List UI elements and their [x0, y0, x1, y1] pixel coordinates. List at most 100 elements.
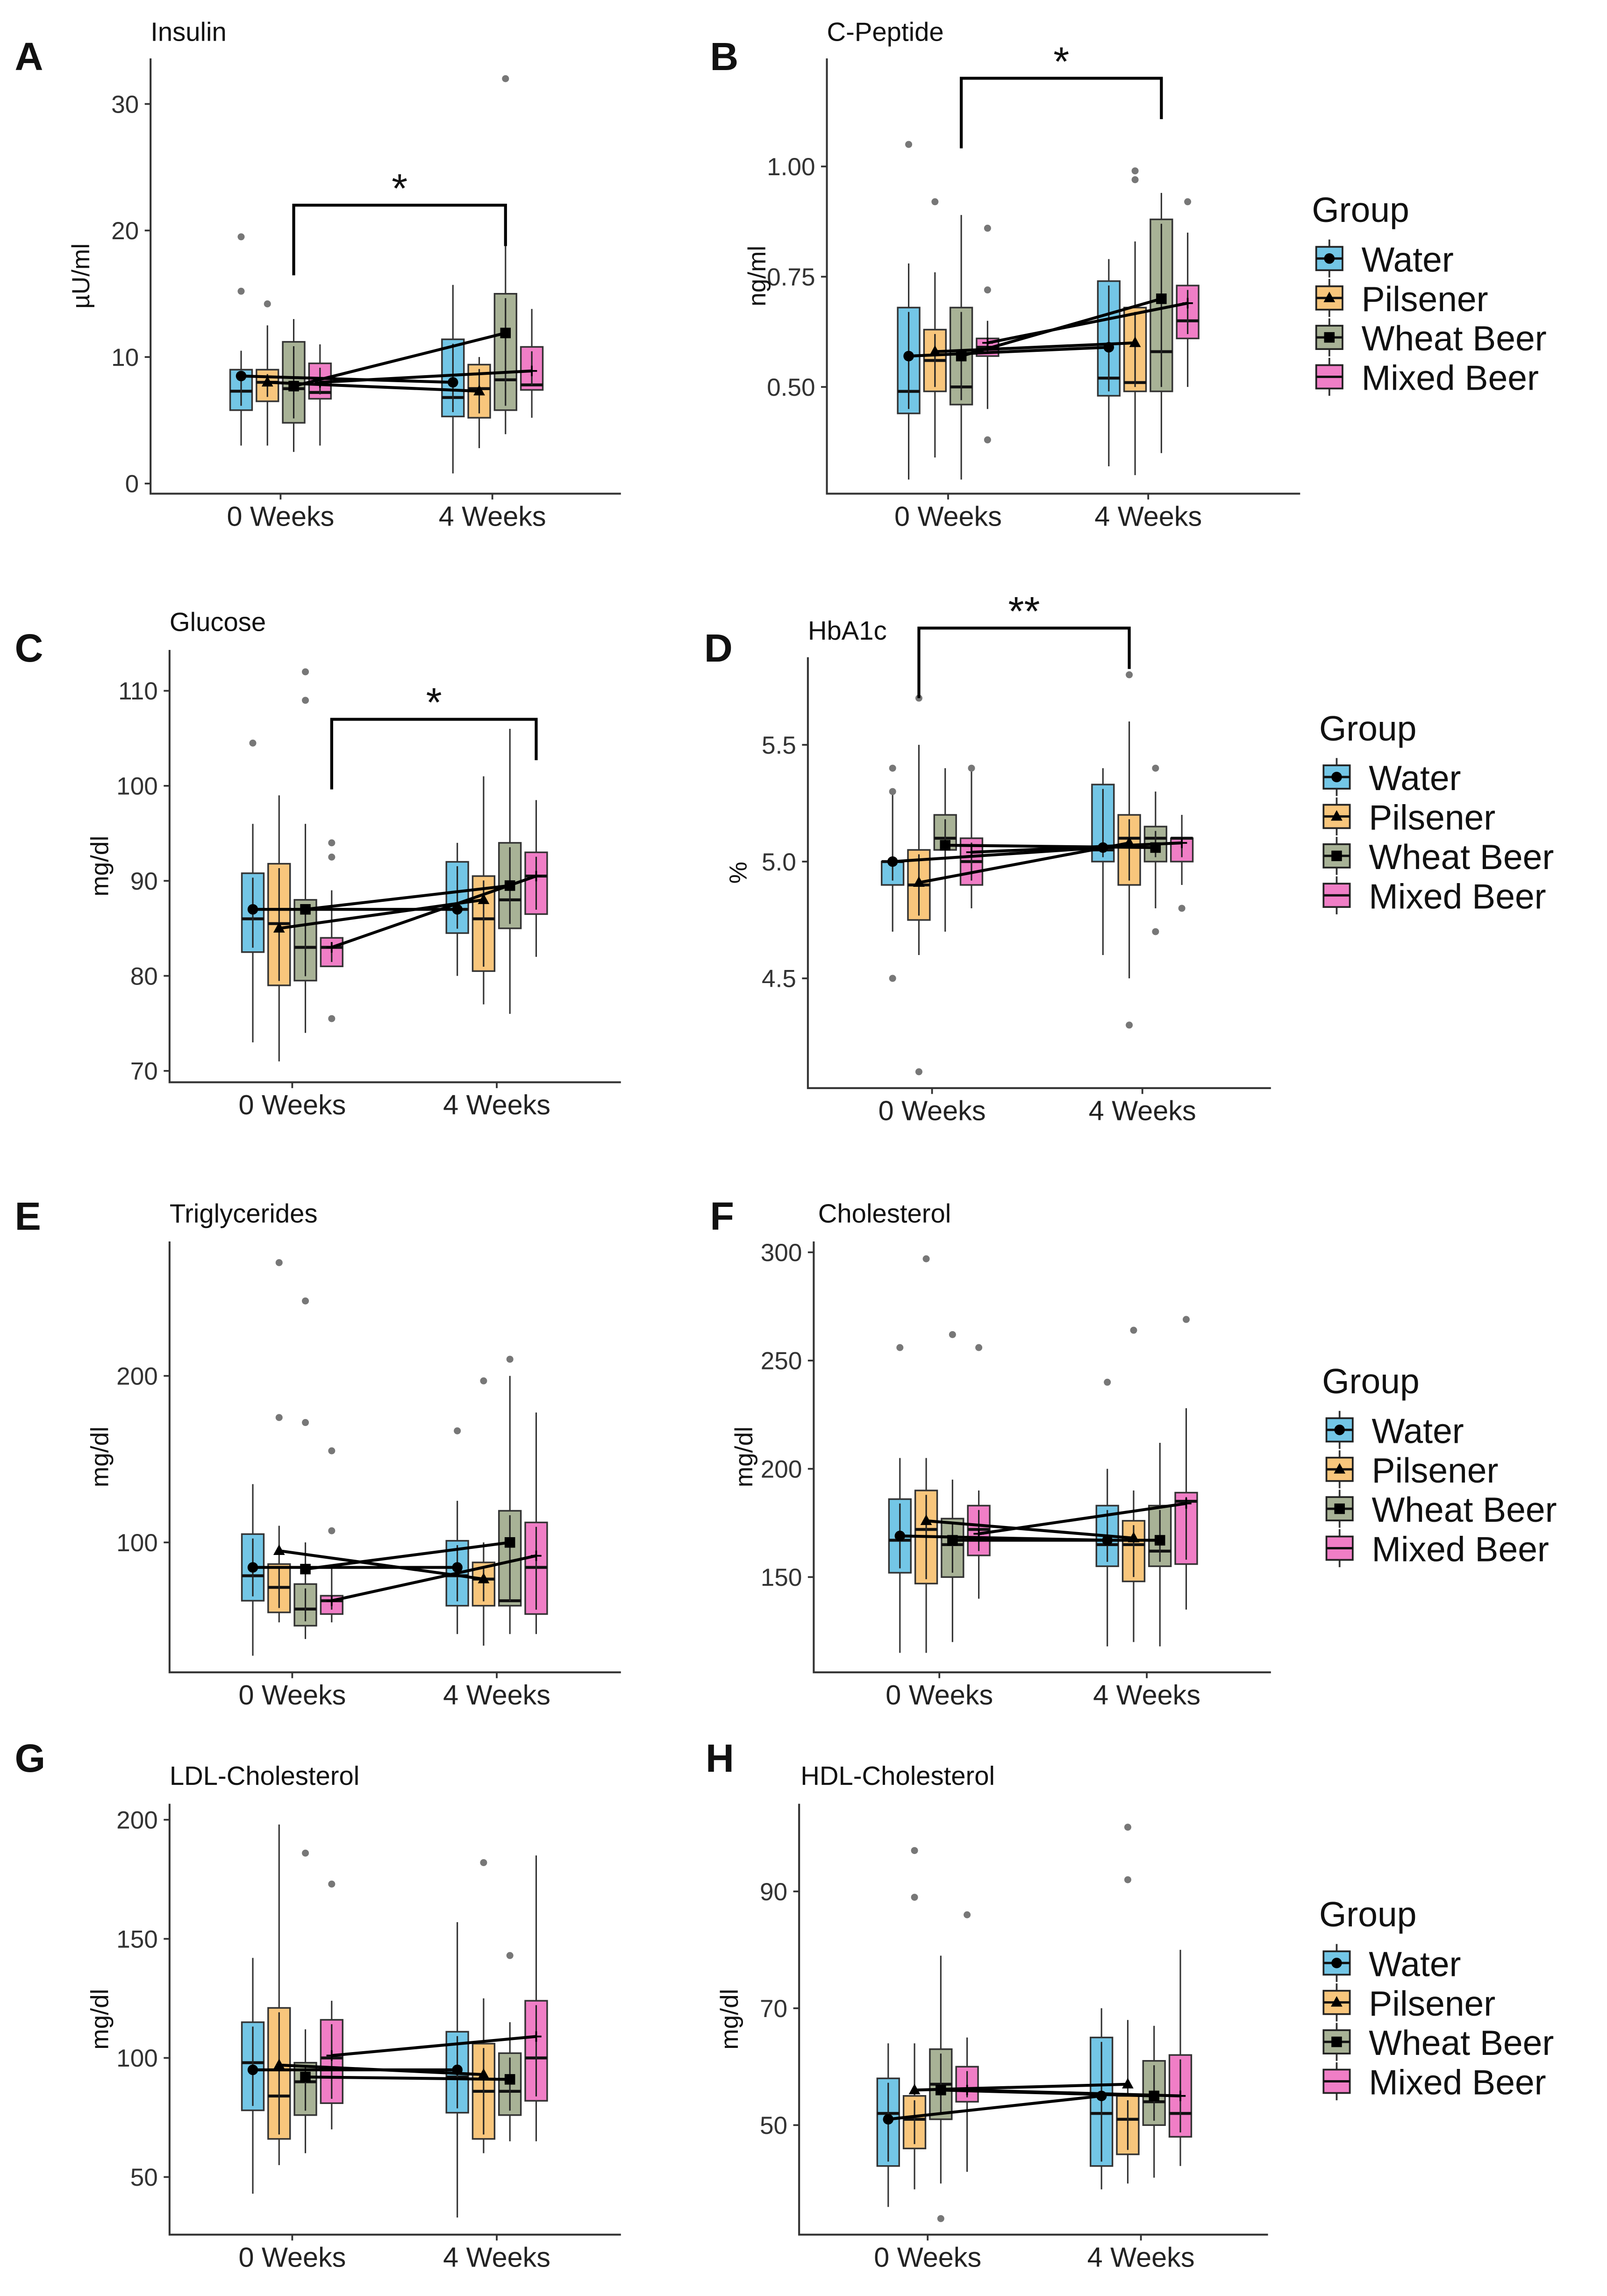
outlier-point [275, 1414, 283, 1421]
mean-marker [894, 1531, 906, 1541]
panel-title: C-Peptide [827, 17, 944, 47]
mean-marker [300, 904, 311, 915]
mean-line-wheat-beer [293, 331, 506, 388]
y-axis-label: µU/ml [67, 243, 95, 309]
y-tick-label: 80 [130, 963, 158, 990]
panel-title: HDL-Cholesterol [800, 1761, 995, 1790]
panel-letter: B [710, 35, 738, 78]
mean-marker [247, 2064, 258, 2075]
y-tick-label: 70 [130, 1058, 158, 1085]
box-mixed-beer-0 [308, 344, 332, 446]
box-water-0 [241, 1958, 265, 2194]
outlier-point [1152, 764, 1159, 772]
legend-marker-icon [1331, 850, 1342, 862]
legend-label: Wheat Beer [1362, 319, 1547, 358]
legend-item: Pilsener [1322, 797, 1495, 837]
y-axis-label: mg/dl [86, 1989, 114, 2050]
panel-letter: F [710, 1194, 734, 1238]
legend-item: Wheat Beer [1322, 837, 1554, 877]
significance-bracket [959, 77, 1163, 149]
box-water-1 [445, 842, 469, 976]
y-tick-label: 1.00 [767, 153, 815, 181]
mean-line-water [892, 846, 1103, 863]
outlier-point [1182, 1316, 1190, 1323]
outlier-point [905, 141, 913, 148]
mean-marker [300, 2071, 311, 2082]
box-wheat-beer-1 [1150, 193, 1173, 453]
box-water-1 [1097, 259, 1121, 467]
mean-marker [261, 376, 273, 387]
y-tick-label: 5.5 [762, 732, 796, 759]
box-wheat-beer-1 [1142, 2025, 1166, 2178]
box-pilsener-0 [914, 1255, 938, 1653]
panel-a: A Insulin 0 10 20 30 µU/ml 0 Weeks 4 Weeks * [14, 17, 621, 532]
legend-title: Group [1322, 1362, 1420, 1401]
box-water-0 [888, 1344, 912, 1653]
mean-marker [448, 377, 458, 388]
outlier-point [237, 233, 245, 241]
box-mixed-beer-0 [320, 1880, 343, 2130]
x-tick-label: 4 Weeks [443, 1679, 550, 1711]
box-wheat-beer-1 [498, 1952, 522, 2141]
outlier-point [480, 1859, 487, 1866]
x-tick-label: 0 Weeks [874, 2241, 981, 2273]
legend-item: Water [1325, 1411, 1464, 1450]
outlier-point [1104, 1378, 1111, 1386]
box-mixed-beer-0 [320, 839, 343, 1022]
box-pilsener-0 [902, 1847, 927, 2189]
significance-bracket [917, 627, 1131, 699]
outlier-point [1131, 167, 1139, 175]
legend-item: Wheat Beer [1322, 2023, 1554, 2062]
box-mixed-beer-0 [959, 764, 984, 908]
mean-line-water [241, 374, 453, 384]
outlier-point [1131, 176, 1139, 184]
outlier-point [328, 853, 336, 861]
legend-item: Water [1322, 1944, 1461, 1983]
legend-label: Pilsener [1369, 1984, 1495, 2023]
mean-marker [473, 385, 485, 396]
box-wheat-beer-0 [293, 668, 317, 1033]
x-tick-label: 4 Weeks [443, 1089, 550, 1120]
outlier-point [1178, 905, 1186, 912]
legend-item: Mixed Beer [1322, 876, 1546, 916]
outlier-point [949, 1331, 956, 1338]
box-water-0 [881, 764, 905, 982]
mean-marker [929, 345, 941, 356]
legend-marker-icon [1331, 1996, 1343, 2007]
outlier-point [975, 1344, 983, 1351]
legend-marker-icon [1334, 1463, 1346, 1474]
box-mixed-beer-0 [955, 1911, 979, 2172]
mean-marker [913, 876, 925, 887]
box-pilsener-0 [267, 1259, 291, 1623]
box-wheat-beer-1 [498, 1355, 522, 1634]
y-axis-label: mg/dl [716, 1989, 743, 2050]
legend-label: Wheat Beer [1369, 837, 1554, 877]
y-tick-label: 300 [761, 1239, 802, 1267]
mean-marker [1176, 837, 1187, 849]
legend-item: Mixed Beer [1315, 357, 1539, 398]
outlier-point [502, 75, 509, 82]
y-tick-label: 100 [116, 773, 158, 800]
y-tick-label: 90 [760, 1878, 787, 1906]
box-mixed-beer-1 [524, 1855, 548, 2141]
legend-label: Pilsener [1362, 279, 1488, 319]
outlier-point [911, 1847, 918, 1854]
y-tick-label: 5.0 [762, 849, 796, 876]
mean-marker [247, 1562, 258, 1573]
significance-bracket [292, 204, 507, 276]
panel-title: Cholesterol [818, 1198, 951, 1228]
outlier-point [1184, 198, 1192, 206]
outlier-point [328, 839, 336, 847]
legend-label: Water [1371, 1411, 1464, 1450]
mean-marker [452, 904, 463, 915]
outlier-point [302, 668, 309, 676]
y-tick-label: 0 [125, 471, 139, 498]
box-pilsener-1 [1116, 1824, 1140, 2184]
mean-line-mixed-beer [320, 369, 532, 384]
outlier-point [249, 739, 257, 747]
mean-marker [1182, 298, 1193, 309]
panel-title: Insulin [150, 17, 227, 47]
box-pilsener-1 [1117, 671, 1141, 1029]
